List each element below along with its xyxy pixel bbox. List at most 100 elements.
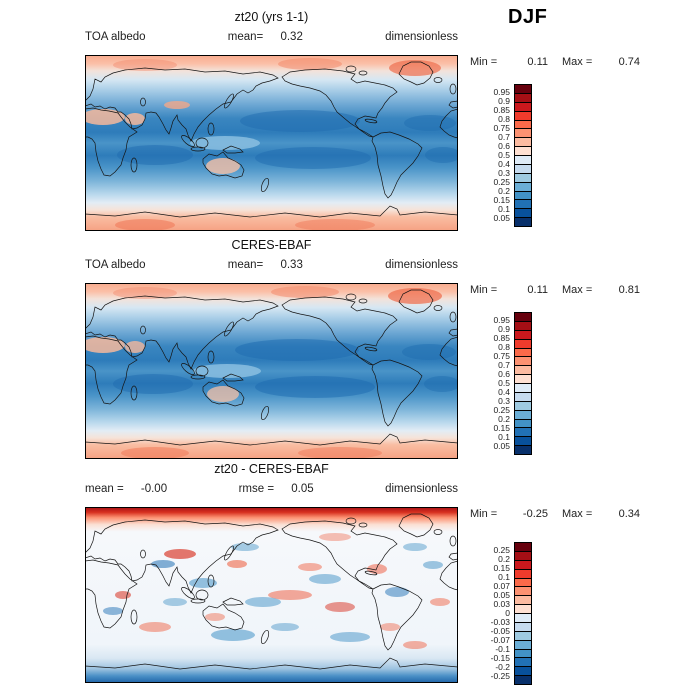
colorbar-tick-label: 0.75	[493, 351, 510, 362]
mean-value: 0.33	[280, 259, 303, 271]
colorbar-tick-label: 0.03	[493, 599, 510, 610]
colorbar-box	[515, 666, 531, 676]
units-label: dimensionless	[385, 483, 458, 495]
colorbar-box	[515, 621, 531, 631]
colorbar-box	[515, 577, 531, 587]
field-background	[85, 55, 458, 231]
max-label: Max =	[562, 508, 593, 520]
world-map-svg	[85, 507, 458, 683]
colorbar-box	[515, 92, 531, 102]
field-anomaly-blobs	[85, 286, 458, 459]
colorbar-tick-label: 0.95	[493, 87, 510, 98]
colorbar-box	[515, 613, 531, 622]
colorbar-boxes	[514, 542, 532, 685]
colorbar-tick-label: -0.07	[490, 634, 510, 645]
variable-label: TOA albedo	[85, 31, 146, 43]
colorbar-difference: 0.25 0.2 0.15 0.1 0.07 0.05 0.03 0 -0.03 -0.05 -0.…	[472, 542, 536, 685]
coastlines	[85, 61, 458, 231]
colorbar-tick-label: 0.1	[498, 203, 510, 214]
colorbar-box	[515, 208, 531, 218]
minmax-row: Min = 0.11 Max = 0.74	[470, 56, 654, 68]
coastlines	[85, 289, 458, 459]
colorbar-tick-label: 0.95	[493, 315, 510, 326]
world-map-svg	[85, 55, 458, 231]
colorbar-tick-label: 0.6	[498, 141, 510, 152]
colorbar-labels: 0.95 0.9 0.85 0.8 0.75 0.7 0.6 0.5 0.4 0.3 0.25 0.2…	[472, 84, 510, 227]
colorbar-box	[515, 568, 531, 578]
colorbar-box	[515, 329, 531, 339]
colorbar-tick-label: -0.15	[490, 652, 510, 663]
panel-obs: CERES-EBAF TOA albedo mean= 0.33 dimensi…	[0, 228, 700, 459]
colorbar-box	[515, 445, 531, 454]
colorbar-box	[515, 365, 531, 375]
colorbar-tick-label: 0.05	[493, 590, 510, 601]
map-model	[85, 55, 458, 231]
colorbar-box	[515, 172, 531, 182]
max-value: 0.34	[618, 508, 640, 520]
mean-label: mean=	[227, 31, 264, 43]
panel-info-row: TOA albedo mean= 0.33 dimensionless	[85, 259, 458, 271]
min-label: Min =	[470, 284, 498, 296]
colorbar-box	[515, 190, 531, 200]
colorbar-tick-label: 0.05	[493, 440, 510, 451]
colorbar-boxes	[514, 84, 532, 227]
colorbar-box	[515, 347, 531, 357]
colorbar-box	[515, 313, 531, 321]
colorbar-box	[515, 217, 531, 226]
colorbar-box	[515, 163, 531, 173]
panel-title: zt20 - CERES-EBAF	[214, 462, 329, 476]
colorbar-tick-label: 0	[505, 608, 510, 618]
mean-label: mean=	[227, 259, 264, 271]
colorbar-tick-label: 0.9	[498, 324, 510, 335]
colorbar-tick-label: 0.2	[498, 554, 510, 565]
colorbar-tick-label: 0.8	[498, 342, 510, 353]
colorbar-labels: 0.25 0.2 0.15 0.1 0.07 0.05 0.03 0 -0.03 -0.05 -0.…	[472, 542, 510, 685]
colorbar-albedo-obs: 0.95 0.9 0.85 0.8 0.75 0.7 0.6 0.5 0.4 0.3 0.25 0.2…	[472, 312, 536, 455]
colorbar-tick-label: 0.8	[498, 114, 510, 125]
colorbar-tick-label: 0.3	[498, 167, 510, 178]
mean-label: mean =	[85, 483, 124, 495]
colorbar-box	[515, 181, 531, 191]
colorbar-box	[515, 101, 531, 111]
colorbar-tick-label: 0.85	[493, 105, 510, 116]
min-value: 0.11	[527, 56, 548, 68]
panel-title: zt20 (yrs 1-1)	[234, 10, 309, 24]
colorbar-tick-label: 0.2	[498, 185, 510, 196]
max-value: 0.81	[618, 284, 640, 296]
colorbar-box	[515, 586, 531, 596]
colorbar-box	[515, 604, 531, 613]
field-anomaly-blobs	[85, 58, 458, 231]
min-label: Min =	[470, 508, 498, 520]
colorbar-tick-label: 0.6	[498, 369, 510, 380]
colorbar-box	[515, 550, 531, 560]
colorbar-boxes	[514, 312, 532, 455]
mean-value: 0.32	[280, 31, 303, 43]
colorbar-box	[515, 400, 531, 410]
colorbar-box	[515, 559, 531, 569]
max-label: Max =	[562, 56, 593, 68]
minmax-row: Min = -0.25 Max = 0.34	[470, 508, 654, 520]
colorbar-box	[515, 418, 531, 428]
colorbar-box	[515, 85, 531, 93]
colorbar-tick-label: -0.05	[490, 625, 510, 636]
panel-info-row: mean = -0.00 rmse = 0.05 dimensionless	[85, 483, 458, 495]
colorbar-box	[515, 338, 531, 348]
panel-title: CERES-EBAF	[231, 238, 312, 252]
colorbar-tick-label: 0.85	[493, 333, 510, 344]
colorbar-box	[515, 595, 531, 605]
colorbar-box	[515, 543, 531, 551]
colorbar-tick-label: 0.9	[498, 96, 510, 107]
colorbar-tick-label: 0.75	[493, 123, 510, 134]
colorbar-box	[515, 648, 531, 658]
min-value: 0.11	[527, 284, 548, 296]
colorbar-box	[515, 675, 531, 684]
colorbar-box	[515, 436, 531, 446]
colorbar-labels: 0.95 0.9 0.85 0.8 0.75 0.7 0.6 0.5 0.4 0.3 0.25 0.2…	[472, 312, 510, 455]
min-value: -0.25	[522, 508, 548, 520]
colorbar-box	[515, 119, 531, 129]
colorbar-tick-label: 0.5	[498, 150, 510, 160]
colorbar-tick-label: -0.03	[490, 616, 510, 627]
colorbar-tick-label: 0.3	[498, 395, 510, 406]
colorbar-box	[515, 391, 531, 401]
